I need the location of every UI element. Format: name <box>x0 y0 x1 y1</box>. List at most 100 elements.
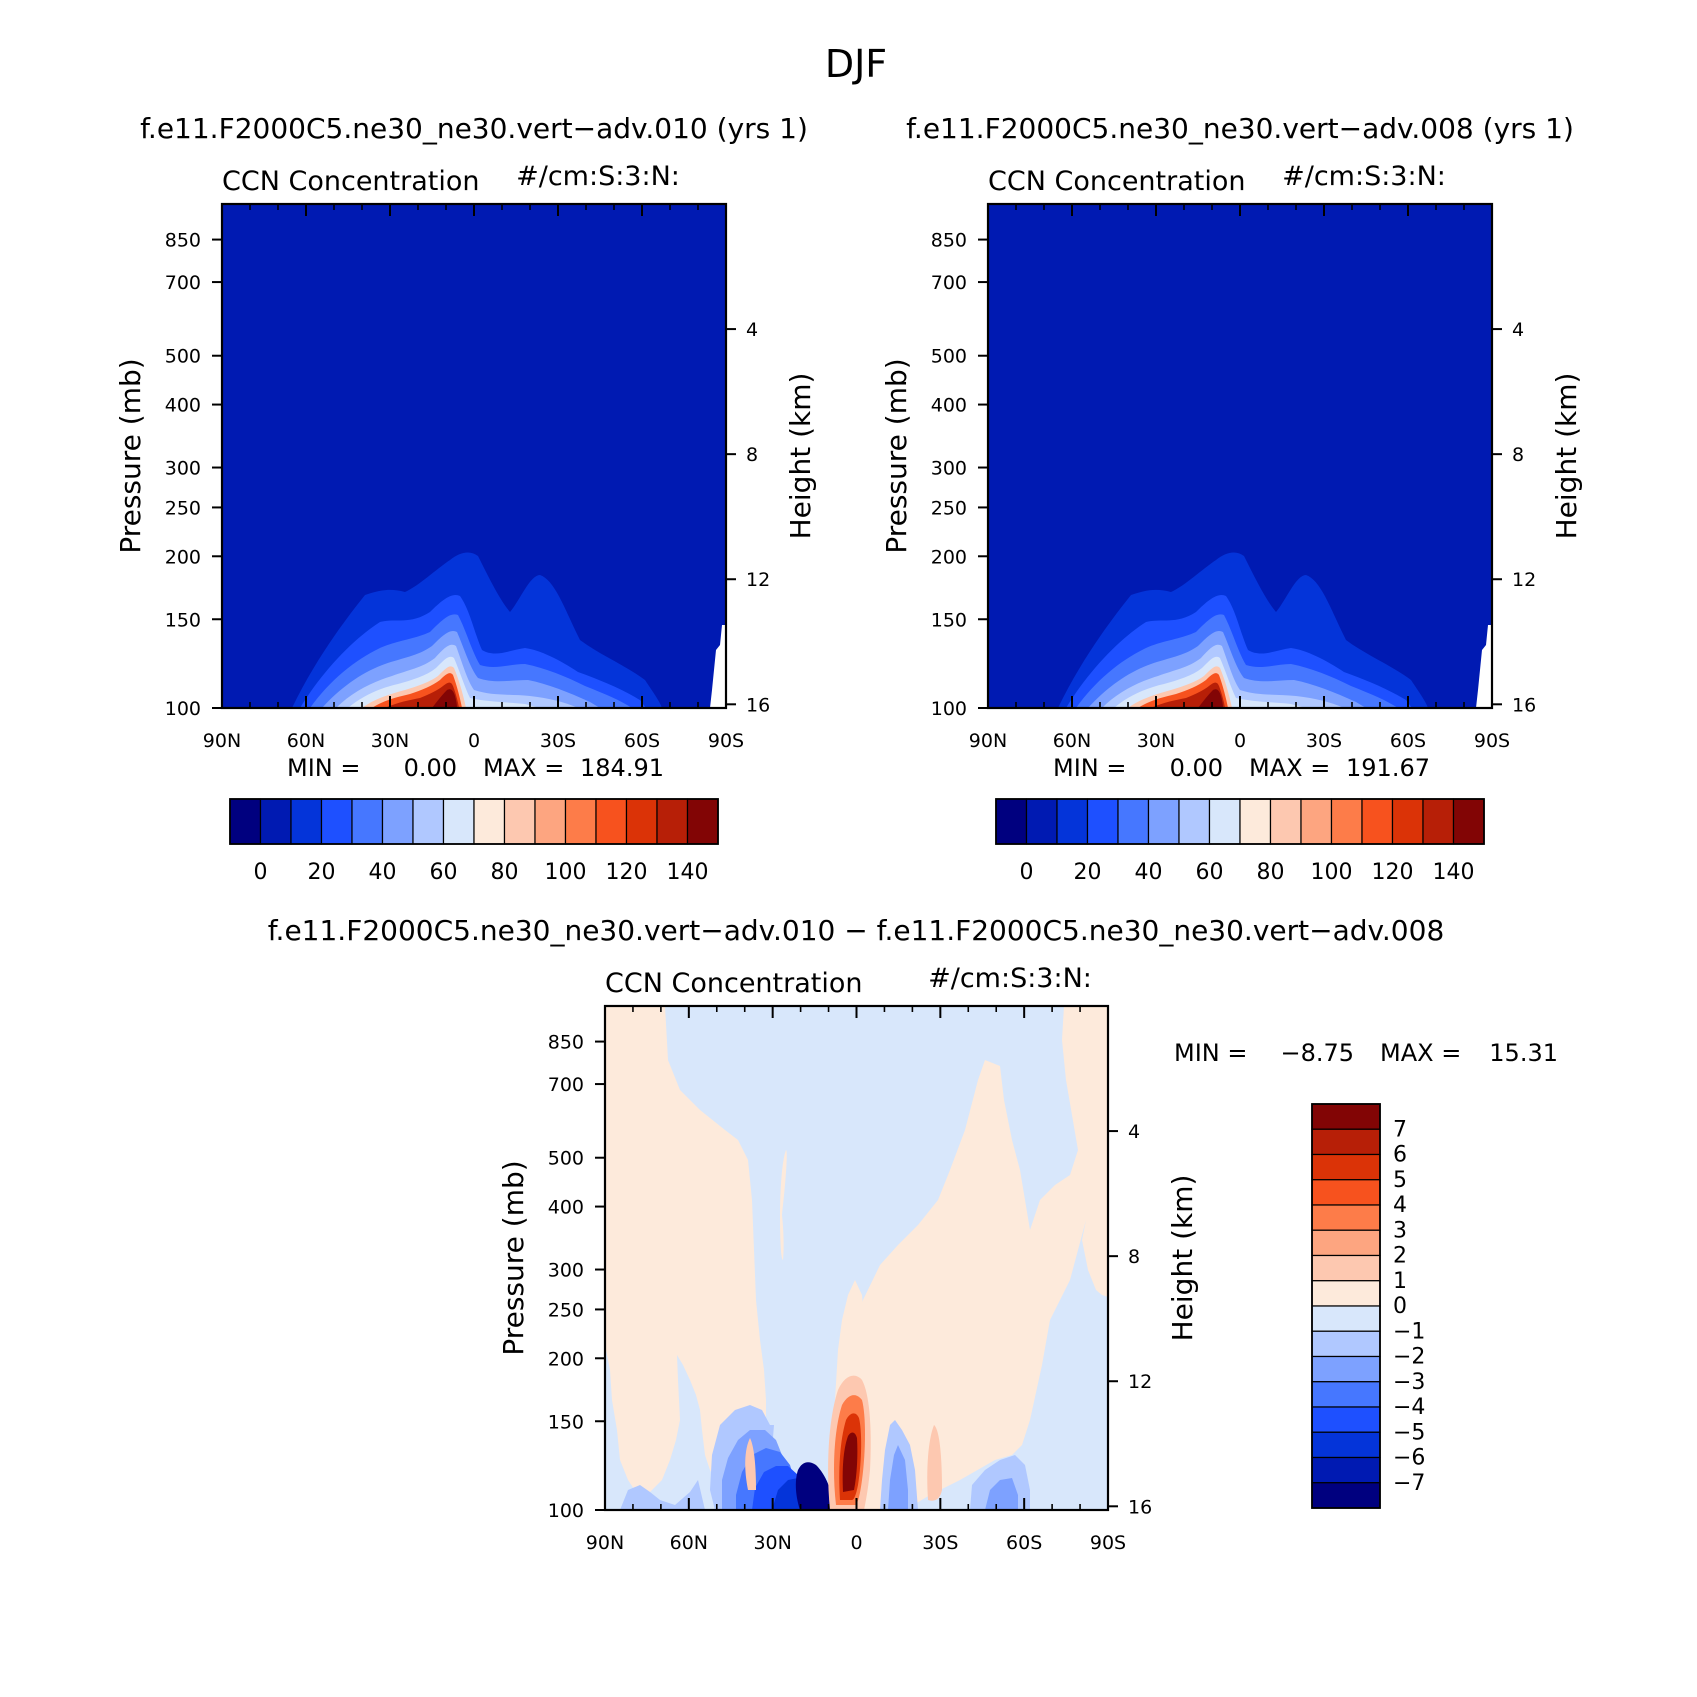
colorbar-label: 40 <box>1135 860 1163 885</box>
y-tick-label: 300 <box>165 458 201 480</box>
colorbar-label: 20 <box>1074 860 1102 885</box>
colorbar-box <box>1422 798 1455 845</box>
colorbar-box <box>290 798 323 845</box>
diff-fill-neg2-mid <box>888 1445 908 1510</box>
colorbar-frame <box>995 798 1485 845</box>
colorbar-box <box>625 798 658 845</box>
colorbar-box <box>351 798 384 845</box>
y-tick-label: 700 <box>165 272 201 294</box>
missing-data-region <box>1476 625 1492 708</box>
y-tick-label: 300 <box>931 458 967 480</box>
panel-b-max-label: MAX = <box>1249 754 1330 782</box>
missing-data-region <box>710 625 726 708</box>
colorbar-label: 0 <box>1020 860 1034 885</box>
colorbar-label: 4 <box>1393 1193 1407 1218</box>
colorbar-label: −5 <box>1393 1420 1425 1445</box>
panel-c-title: CCN Concentration <box>605 968 863 999</box>
x-tick-label: 30N <box>1137 730 1175 752</box>
panel-c-units: #/cm:S:3:N: <box>928 963 1092 994</box>
x-tick-label: 0 <box>1234 730 1246 752</box>
colorbar-box <box>1311 1406 1381 1433</box>
colorbar-box <box>229 798 262 845</box>
diff-fill-pos1-east <box>927 1425 942 1501</box>
panel-b-y2label: Height (km) <box>1550 373 1583 540</box>
colorbar-box <box>1311 1254 1381 1282</box>
contour-fill-level-16 <box>1198 689 1223 708</box>
colorbar-box <box>1239 798 1272 845</box>
colorbar-box <box>381 798 414 845</box>
colorbar-box <box>1311 1280 1381 1307</box>
colorbar-box <box>1452 798 1485 845</box>
colorbar-box <box>1311 1381 1381 1408</box>
y-tick-label: 150 <box>165 609 201 631</box>
y-tick-label: 500 <box>165 346 201 368</box>
colorbar-label: 80 <box>1257 860 1285 885</box>
colorbar-label: 140 <box>667 860 709 885</box>
colorbar-box <box>1269 798 1302 845</box>
panel-a-max-label: MAX = <box>483 754 564 782</box>
colorbar-box <box>1300 798 1333 845</box>
panel-c: f.e11.F2000C5.ne30_ne30.vert−adv.010 − f… <box>268 914 1558 1554</box>
x-tick-label: 60N <box>670 1532 708 1554</box>
y-tick-label: 150 <box>548 1411 584 1433</box>
colorbar-box <box>259 798 292 845</box>
colorbar-box <box>1086 798 1119 845</box>
panel-a-title: CCN Concentration <box>222 166 480 197</box>
x-tick-label: 90N <box>969 730 1007 752</box>
diff-fill-pos7 <box>842 1432 858 1492</box>
colorbar-box <box>1311 1431 1381 1459</box>
panel-a-field <box>222 204 726 708</box>
panel-b-title: CCN Concentration <box>988 166 1246 197</box>
y-tick-label: 100 <box>165 698 201 720</box>
panel-c-min-label: MIN = <box>1174 1039 1247 1067</box>
panel-c-max-value: 15.31 <box>1489 1039 1558 1067</box>
y2-tick-label: 4 <box>1128 1121 1140 1143</box>
y-tick-label: 300 <box>548 1260 584 1282</box>
y2-tick-label: 12 <box>1128 1371 1152 1393</box>
colorbar-box <box>1391 798 1424 845</box>
y-tick-label: 200 <box>165 546 201 568</box>
colorbar-box <box>473 798 506 845</box>
x-tick-label: 30N <box>753 1532 791 1554</box>
colorbar-label: 0 <box>254 860 268 885</box>
y2-tick-label: 12 <box>1512 569 1536 591</box>
panel-a-min-label: MIN = <box>287 754 360 782</box>
diff-fill-neg2-east <box>985 1478 1018 1510</box>
panel-b-min-label: MIN = <box>1053 754 1126 782</box>
x-tick-label: 30S <box>540 730 576 752</box>
diff-fill-neg7 <box>795 1462 834 1510</box>
y-tick-label: 700 <box>548 1074 584 1096</box>
x-tick-label: 60N <box>1053 730 1091 752</box>
colorbar-box <box>1025 798 1058 845</box>
colorbar-frame <box>1311 1103 1381 1509</box>
colorbar-box <box>1311 1128 1381 1156</box>
colorbar-label: −2 <box>1393 1345 1425 1370</box>
y2-tick-label: 16 <box>1128 1496 1152 1518</box>
colorbar-box <box>1311 1330 1381 1358</box>
y-tick-label: 150 <box>931 609 967 631</box>
y2-tick-label: 8 <box>746 444 758 466</box>
panel-c-y2label: Height (km) <box>1166 1175 1199 1342</box>
panel-a-colorbar: 0 20 40 60 80 100 120 140 <box>229 798 719 885</box>
colorbar-box <box>320 798 353 845</box>
y-tick-label: 850 <box>165 230 201 252</box>
y-tick-label: 500 <box>548 1148 584 1170</box>
colorbar-label: 40 <box>369 860 397 885</box>
y-tick-label: 400 <box>165 395 201 417</box>
y-tick-label: 850 <box>931 230 967 252</box>
x-tick-label: 60N <box>287 730 325 752</box>
colorbar-box <box>1361 798 1394 845</box>
colorbar-label: 20 <box>308 860 336 885</box>
colorbar-label: 0 <box>1393 1294 1407 1319</box>
panel-b-field <box>988 204 1492 708</box>
diff-fill-pos1-west <box>745 1438 756 1490</box>
colorbar-label: 6 <box>1393 1143 1407 1168</box>
panel-b-header: f.e11.F2000C5.ne30_ne30.vert−adv.008 (yr… <box>906 112 1574 145</box>
x-tick-label: 90N <box>203 730 241 752</box>
diff-fill-neg1-west <box>620 1480 705 1510</box>
y-tick-label: 850 <box>548 1032 584 1054</box>
colorbar-box <box>995 798 1028 845</box>
colorbar-label: 2 <box>1393 1244 1407 1269</box>
colorbar-label: 1 <box>1393 1269 1407 1294</box>
panel-b: f.e11.F2000C5.ne30_ne30.vert−adv.008 (yr… <box>880 112 1583 885</box>
